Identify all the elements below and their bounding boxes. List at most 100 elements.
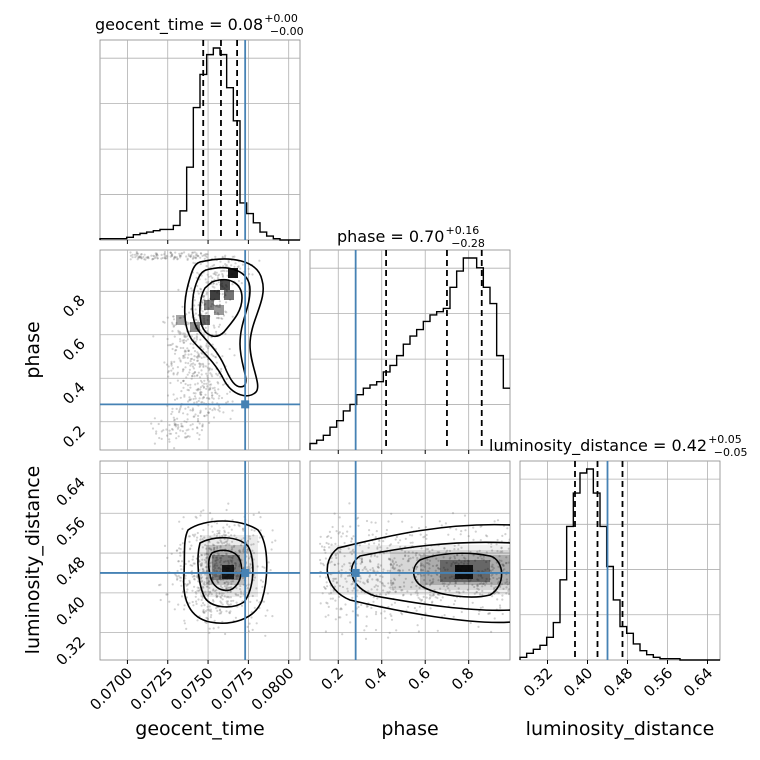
- scatter-point: [199, 409, 202, 412]
- scatter-point: [210, 593, 213, 596]
- scatter-point: [240, 592, 243, 595]
- scatter-point: [416, 624, 419, 627]
- scatter-point: [200, 363, 203, 366]
- scatter-point: [431, 564, 435, 568]
- scatter-point: [397, 569, 400, 572]
- scatter-point: [215, 330, 218, 333]
- scatter-point: [463, 581, 466, 585]
- scatter-point: [392, 566, 395, 569]
- scatter-point: [136, 258, 139, 261]
- scatter-point: [242, 550, 245, 553]
- scatter-point: [191, 558, 194, 561]
- scatter-point: [175, 549, 178, 552]
- scatter-point: [371, 533, 374, 536]
- scatter-point: [208, 609, 211, 613]
- scatter-point: [178, 330, 181, 333]
- scatter-point: [501, 594, 504, 597]
- scatter-point: [185, 313, 188, 316]
- scatter-point: [474, 530, 477, 533]
- scatter-point: [213, 590, 217, 593]
- scatter-point: [196, 324, 199, 327]
- scatter-point: [197, 255, 200, 258]
- scatter-point: [319, 602, 322, 605]
- scatter-point: [183, 420, 186, 423]
- scatter-point: [229, 586, 232, 589]
- scatter-point: [184, 336, 187, 339]
- scatter-point: [217, 397, 220, 400]
- scatter-point: [186, 384, 190, 387]
- scatter-point: [198, 588, 201, 592]
- scatter-point: [222, 265, 225, 268]
- scatter-point: [392, 562, 396, 566]
- scatter-point: [453, 544, 456, 547]
- panel-2d-luminosity-distance-vs-phase: [309, 460, 511, 661]
- scatter-point: [185, 436, 188, 439]
- scatter-point: [201, 301, 204, 304]
- scatter-point: [231, 255, 234, 258]
- scatter-point: [498, 577, 501, 580]
- scatter-point: [173, 418, 176, 421]
- scatter-point: [188, 540, 191, 544]
- scatter-point: [233, 265, 236, 268]
- scatter-point: [211, 264, 214, 267]
- scatter-point: [345, 535, 348, 538]
- scatter-point: [195, 254, 198, 257]
- scatter-point: [448, 549, 452, 553]
- scatter-point: [432, 594, 435, 597]
- scatter-point: [341, 525, 344, 528]
- scatter-point: [146, 256, 149, 259]
- scatter-point: [442, 584, 446, 588]
- scatter-point: [232, 580, 235, 583]
- scatter-point: [198, 376, 202, 379]
- scatter-point: [457, 591, 460, 594]
- scatter-point: [221, 293, 224, 296]
- scatter-point: [423, 565, 426, 568]
- scatter-point: [448, 557, 451, 560]
- scatter-point: [445, 551, 448, 554]
- scatter-point: [463, 560, 466, 563]
- scatter-point: [202, 348, 205, 351]
- scatter-point: [193, 358, 196, 361]
- scatter-point: [363, 582, 366, 585]
- scatter-point: [376, 585, 379, 588]
- scatter-point: [179, 254, 183, 257]
- scatter-point: [341, 633, 344, 636]
- scatter-point: [214, 255, 217, 258]
- scatter-point: [428, 579, 432, 582]
- scatter-point: [214, 408, 217, 411]
- scatter-point: [507, 589, 510, 593]
- scatter-point: [169, 251, 172, 254]
- scatter-point: [176, 366, 179, 369]
- scatter-point: [202, 569, 205, 573]
- scatter-point: [230, 264, 233, 267]
- scatter-point: [215, 283, 218, 286]
- scatter-point: [427, 573, 430, 576]
- scatter-point: [454, 562, 457, 565]
- scatter-point: [488, 592, 491, 595]
- scatter-point: [207, 411, 210, 414]
- scatter-point: [485, 581, 488, 584]
- scatter-point: [205, 293, 208, 296]
- scatter-point: [216, 581, 220, 584]
- scatter-point: [206, 374, 209, 377]
- scatter-point: [191, 251, 194, 254]
- scatter-point: [425, 582, 428, 585]
- scatter-point: [168, 600, 171, 603]
- scatter-point: [252, 543, 255, 546]
- scatter-point: [172, 372, 175, 375]
- scatter-point: [185, 627, 188, 631]
- scatter-point: [507, 592, 510, 596]
- scatter-point: [170, 364, 173, 367]
- scatter-point: [259, 529, 262, 532]
- scatter-point: [481, 576, 484, 580]
- scatter-point: [181, 305, 184, 308]
- scatter-point: [194, 533, 197, 536]
- scatter-point: [226, 523, 229, 526]
- scatter-point: [247, 583, 250, 586]
- scatter-point: [191, 409, 194, 412]
- scatter-point: [202, 299, 205, 302]
- scatter-point: [197, 371, 200, 374]
- scatter-point: [156, 254, 159, 257]
- scatter-point: [199, 514, 202, 517]
- scatter-point: [194, 515, 197, 518]
